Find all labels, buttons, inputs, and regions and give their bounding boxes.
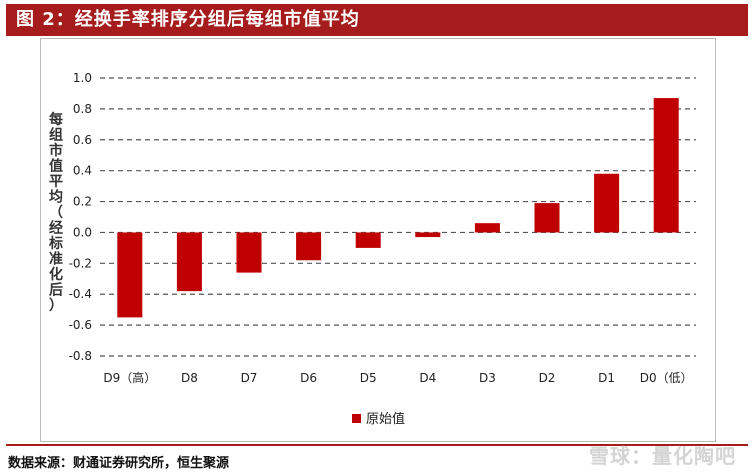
y-tick-label: 0.6 xyxy=(73,133,92,147)
y-tick-label: 1.0 xyxy=(73,71,92,85)
y-tick-label: 0.0 xyxy=(73,225,92,239)
x-tick-label: D5 xyxy=(360,371,377,385)
bar-chart: 1.0 0.8 0.6 0.4 0.2 0.0 -0.2 -0.4 -0.6 -0.8 D9（高）… xyxy=(48,71,696,427)
y-tick-label: -0.4 xyxy=(69,287,92,301)
y-tick-label: -0.8 xyxy=(69,349,92,363)
bar xyxy=(653,98,679,233)
footer-divider xyxy=(6,444,748,446)
bar xyxy=(594,173,620,233)
bar xyxy=(474,223,500,233)
x-tick-label: D9（高） xyxy=(103,370,156,385)
y-tick-labels: 1.0 0.8 0.6 0.4 0.2 0.0 -0.2 -0.4 -0.6 -0.8 xyxy=(69,71,92,363)
bar xyxy=(355,232,381,248)
watermark: 雪球：量化陶吧 xyxy=(589,444,736,468)
y-tick-label: 0.2 xyxy=(73,195,92,209)
bars xyxy=(117,98,679,318)
figure-title: 图 2：经换手率排序分组后每组市值平均 xyxy=(6,4,748,36)
bar xyxy=(117,232,143,318)
bar xyxy=(176,232,202,292)
x-tick-label: D0（低） xyxy=(640,371,693,385)
x-tick-labels: D9（高） D8 D7 D6 D5 D4 D3 D2 D1 D0（低） xyxy=(103,370,692,385)
bar xyxy=(296,232,322,261)
x-tick-label: D3 xyxy=(479,371,496,385)
y-axis-label: 每组市值平均（经标准化后） xyxy=(48,111,63,314)
legend-label: 原始值 xyxy=(366,411,405,427)
x-tick-label: D8 xyxy=(181,371,198,385)
legend-swatch xyxy=(352,414,361,423)
legend: 原始值 xyxy=(352,411,405,427)
bar xyxy=(415,232,441,238)
x-tick-label: D1 xyxy=(598,371,615,385)
bar xyxy=(236,232,262,273)
x-tick-label: D6 xyxy=(300,371,317,385)
y-tick-label: -0.2 xyxy=(69,256,92,270)
y-tick-label: -0.6 xyxy=(69,318,92,332)
bar xyxy=(534,203,560,233)
y-tick-label: 0.8 xyxy=(73,102,92,116)
x-tick-label: D7 xyxy=(241,371,258,385)
x-tick-label: D4 xyxy=(419,371,436,385)
data-source: 数据来源：财通证券研究所，恒生聚源 xyxy=(8,456,230,471)
y-tick-label: 0.4 xyxy=(73,164,92,178)
x-tick-label: D2 xyxy=(539,371,556,385)
